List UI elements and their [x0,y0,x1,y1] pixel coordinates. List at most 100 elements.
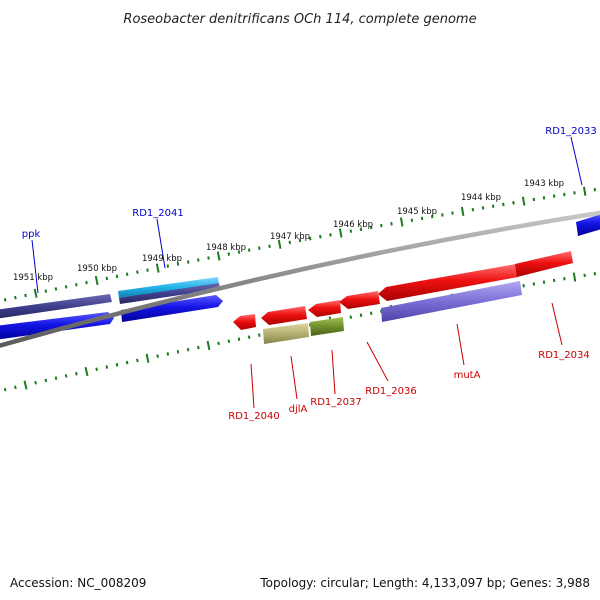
minor-tick [14,385,17,390]
minor-tick [3,297,7,302]
leader-line [156,218,166,269]
gene-feature-ppk-cds[interactable] [0,312,114,340]
minor-tick [197,258,200,262]
major-tick [583,186,587,196]
minor-tick [237,250,241,254]
minor-tick [227,252,231,256]
minor-tick [369,311,373,315]
gene-feature-rd1-2037[interactable] [308,300,341,317]
minor-tick [125,360,129,365]
minor-tick [125,272,129,277]
minor-tick [14,295,17,300]
major-tick [84,366,89,377]
minor-tick [563,277,566,281]
gene-label-rd1-2033[interactable]: RD1_2033 [545,126,596,137]
gene-label-rd1-2037[interactable]: RD1_2037 [310,397,361,408]
minor-tick [258,246,261,250]
leader-line [331,349,336,395]
tick-label: 1948 kbp [206,243,246,253]
gene-feature-rd1-2033[interactable] [576,213,600,236]
tick-label: 1950 kbp [77,264,117,274]
gene-label-rd1-2034[interactable]: RD1_2034 [538,350,589,361]
major-tick [145,353,150,363]
minor-tick [573,191,576,195]
leader-line [366,341,389,382]
gene-labels-bottom: RD1_2040 djlA RD1_2037 RD1_2036 mutA RD1… [228,302,590,422]
minor-tick [75,371,78,376]
genome-summary-text: Topology: circular; Length: 4,133,097 bp… [260,576,590,590]
minor-tick [410,218,414,222]
gene-feature-rd1-2040[interactable] [233,314,256,330]
minor-tick [451,211,454,215]
gene-feature-muta[interactable] [378,264,518,301]
minor-tick [186,347,190,352]
minor-tick [176,350,180,354]
minor-tick [593,187,597,192]
reverse-strand-features [233,251,573,344]
gene-label-rd1-2040[interactable]: RD1_2040 [228,411,279,422]
gene-feature-rd1-2041[interactable] [118,277,219,298]
gene-label-muta[interactable]: mutA [454,370,481,381]
major-tick [206,340,211,351]
minor-tick [502,202,505,207]
leader-line [551,302,563,346]
minor-tick [430,214,434,219]
gene-label-ppk[interactable]: ppk [22,229,41,240]
minor-tick [176,262,180,266]
gene-label-djla[interactable]: djlA [289,404,308,415]
minor-tick [258,333,261,337]
minor-tick [380,223,383,228]
minor-tick [3,387,7,392]
minor-tick [44,289,48,293]
minor-tick [197,345,200,350]
minor-tick [390,222,393,226]
gene-feature-muta-domain[interactable] [381,281,522,322]
gene-feature-rd1-2041-dark[interactable] [119,283,220,304]
tick-label: 1946 kbp [333,220,373,230]
minor-tick [247,335,251,339]
minor-tick [542,280,546,284]
minor-tick [471,207,475,212]
map-title: Roseobacter denitrificans OCh 114, compl… [123,12,476,27]
minor-tick [329,233,332,237]
major-tick [460,206,465,216]
gene-feature-rd1-2041-cds[interactable] [121,295,223,322]
gene-feature-rd1-2034[interactable] [515,251,573,277]
minor-tick [522,283,525,288]
leader-line [250,363,255,409]
minor-tick [186,260,190,264]
leader-line [31,239,39,294]
gene-feature-ppk[interactable] [0,294,112,319]
gene-feature-djla[interactable] [261,306,307,325]
minor-tick [532,282,536,286]
gene-feature-rd1-2037-domain[interactable] [310,317,344,336]
minor-tick [166,352,170,356]
minor-tick [44,378,48,383]
minor-tick [491,204,495,208]
minor-tick [369,225,373,230]
accession-text: Accession: NC_008209 [10,576,147,590]
leader-line [570,136,583,186]
minor-tick [349,229,353,233]
minor-tick [552,278,556,283]
major-tick [338,228,343,238]
gene-feature-djla-domain[interactable] [263,323,309,344]
minor-tick [166,264,170,268]
minor-tick [308,236,312,241]
minor-tick [24,293,27,298]
minor-tick [359,227,363,232]
minor-tick [268,244,271,248]
gene-label-rd1-2036[interactable]: RD1_2036 [365,386,416,397]
minor-tick [481,206,485,210]
minor-tick [136,270,139,274]
tick-label: 1947 kbp [270,232,310,242]
minor-tick [441,213,444,217]
forward-strand-features [0,213,600,340]
gene-feature-rd1-2036[interactable] [339,291,380,309]
minor-tick [247,248,251,252]
major-tick [23,380,28,390]
gene-label-rd1-2041[interactable]: RD1_2041 [132,208,183,219]
minor-tick [359,313,363,317]
minor-tick [115,363,119,367]
